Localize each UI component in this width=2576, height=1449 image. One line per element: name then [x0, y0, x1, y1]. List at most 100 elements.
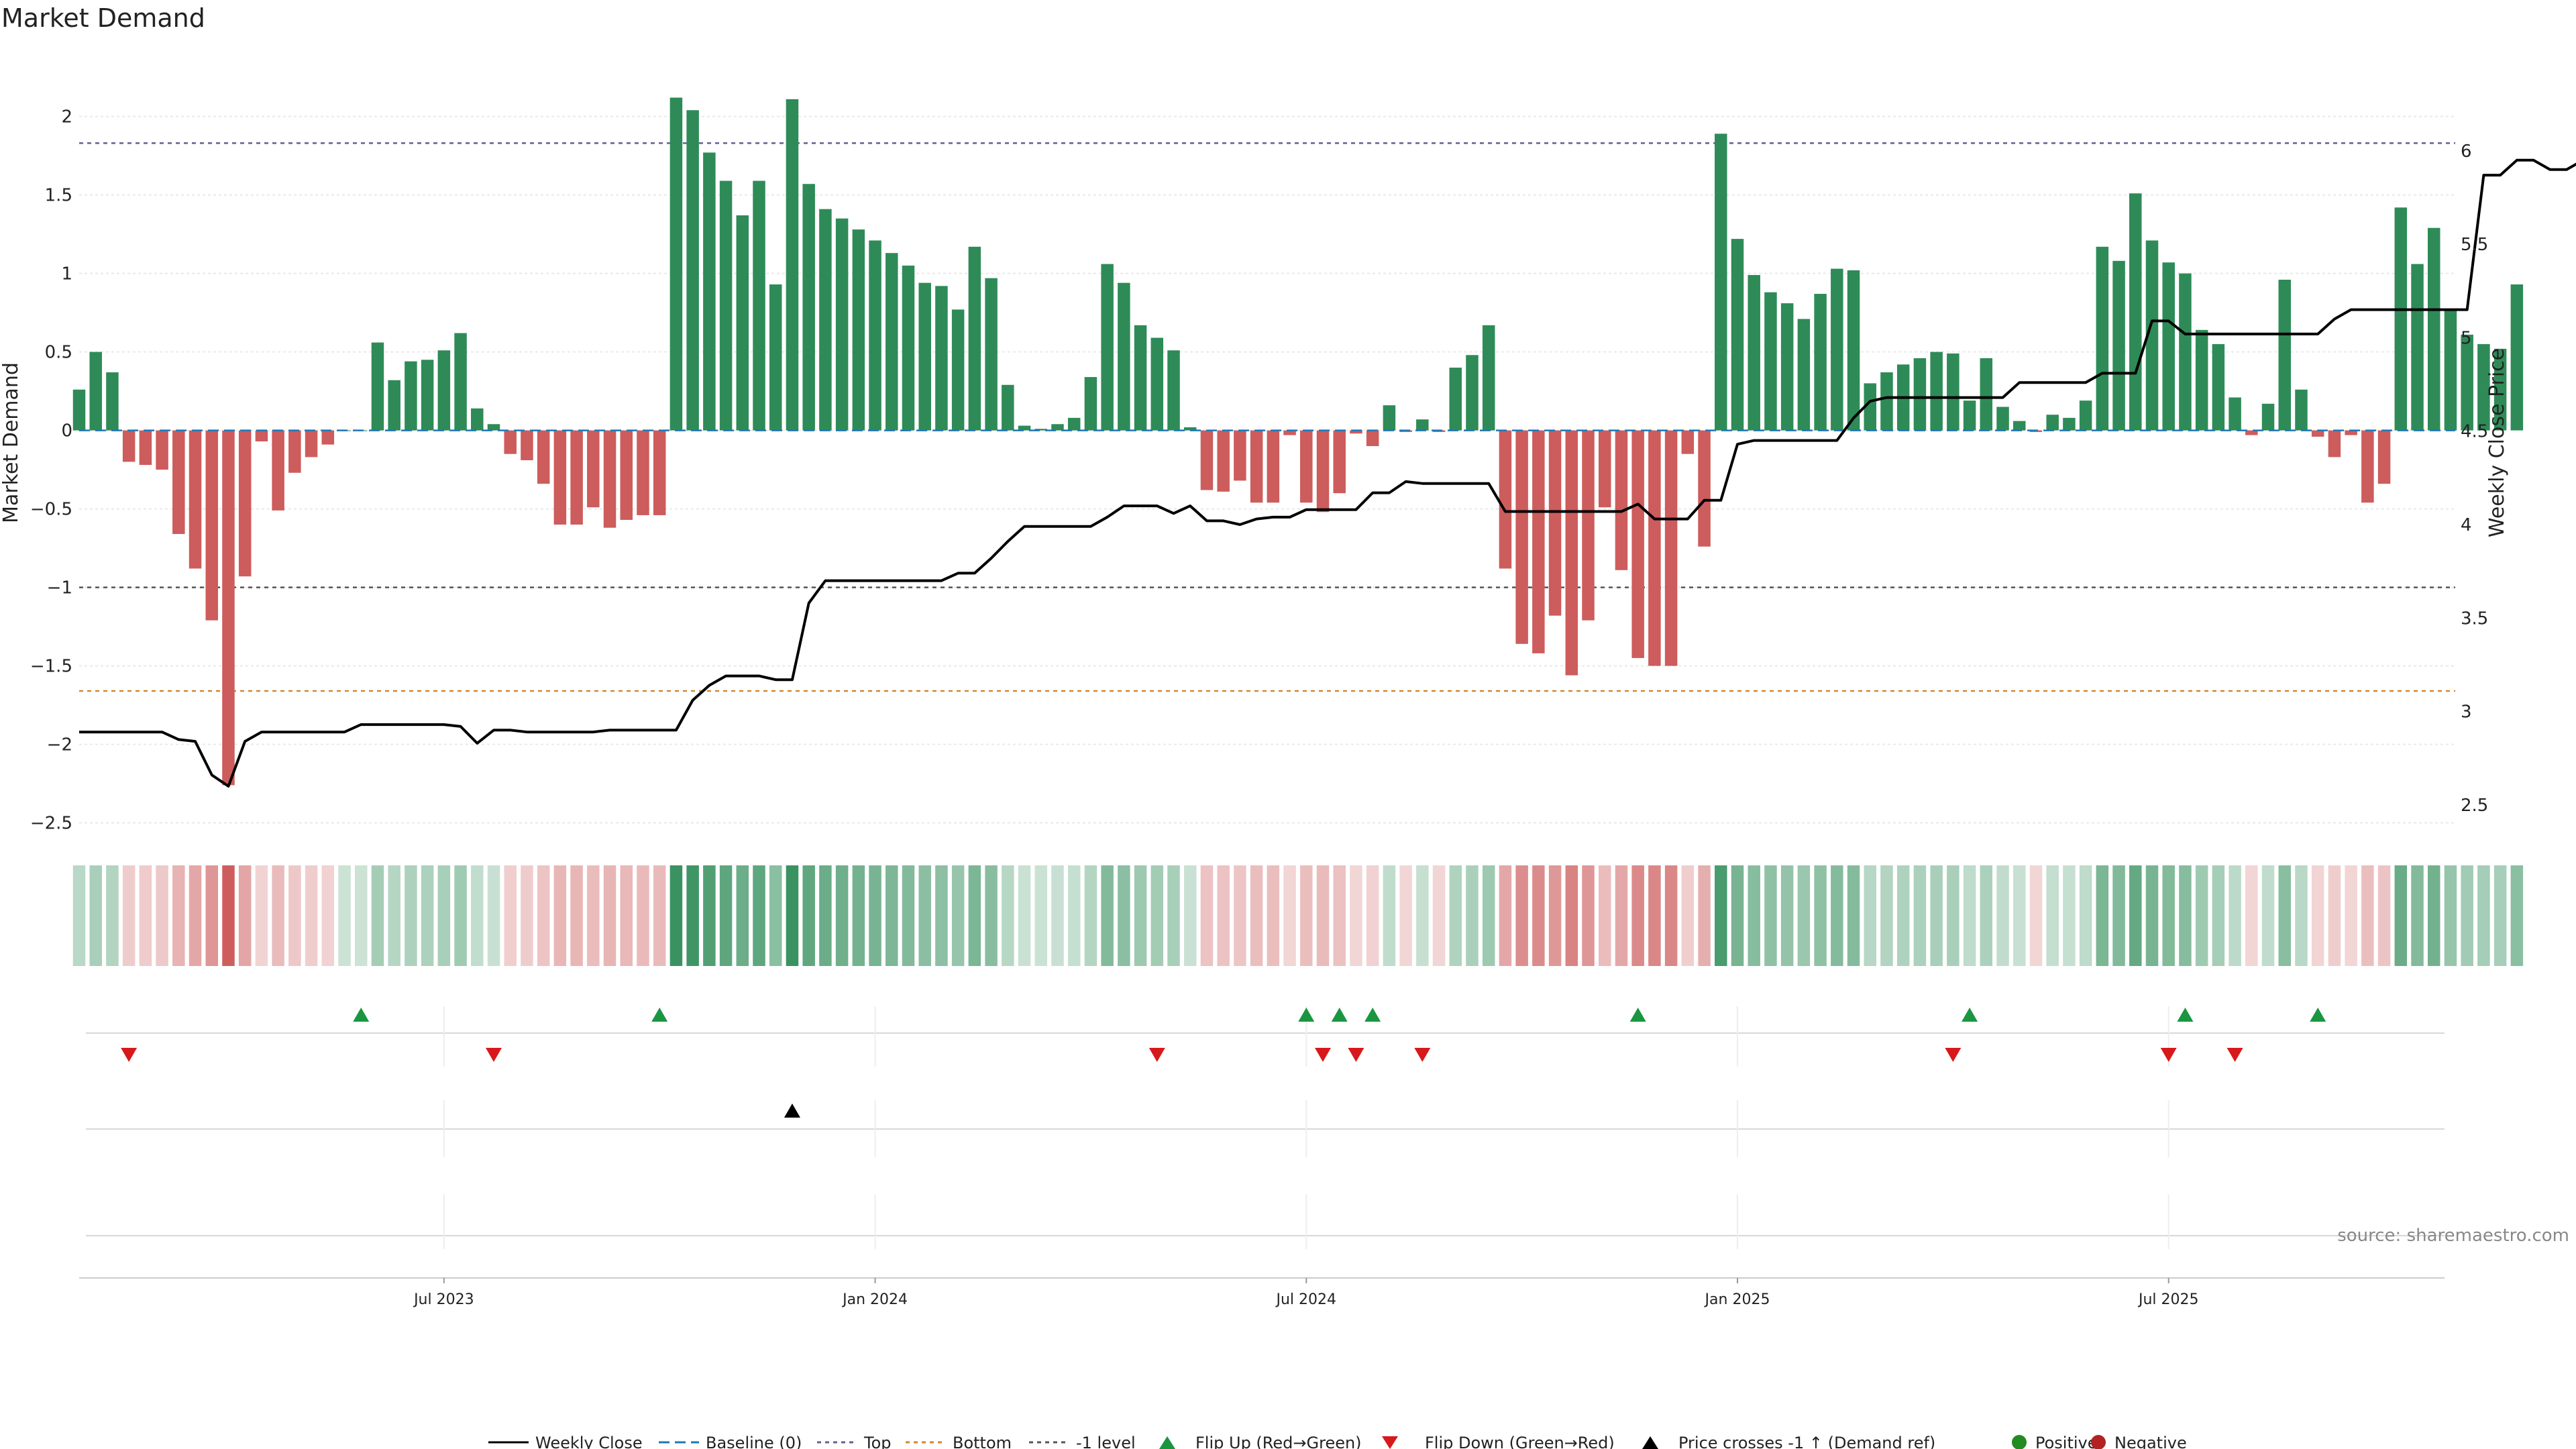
legend: Weekly Close Baseline (0) Top Bottom -1 …: [488, 1434, 2187, 1449]
demand-bar: [1118, 282, 1130, 431]
demand-bar: [405, 361, 417, 431]
demand-bar: [2112, 260, 2125, 431]
heat-cell: [2444, 865, 2457, 966]
left-axis: 2 1.5 1 0.5 0 −0.5 −1 −1.5 −2 −2.5: [30, 107, 72, 834]
demand-bar: [1366, 430, 1379, 446]
demand-bar: [719, 180, 733, 431]
date-axis: Jul 2023 Jan 2024 Jul 2024 Jan 2025 Jul 2025: [413, 1278, 2198, 1308]
demand-bar: [1548, 430, 1562, 616]
heat-cell: [1615, 865, 1628, 966]
y-tick-label: 0: [61, 421, 72, 441]
event-panels: [79, 1006, 2445, 1279]
demand-bar: [1183, 427, 1197, 431]
heat-cell: [2477, 865, 2490, 966]
heat-cell: [1631, 865, 1644, 966]
price-line-layer: [79, 158, 2576, 788]
demand-bar: [885, 253, 898, 431]
flip-up-marker: [353, 1008, 370, 1022]
demand-heat-strip: [72, 865, 2524, 966]
demand-bar: [1449, 368, 1462, 431]
flip-up-marker: [1331, 1008, 1348, 1022]
heat-cell: [2179, 865, 2192, 966]
heat-cell: [156, 865, 168, 966]
demand-bar: [106, 372, 119, 431]
demand-bar: [238, 430, 252, 577]
heat-cell: [2046, 865, 2059, 966]
date-tick-label: Jul 2025: [2137, 1291, 2199, 1308]
demand-bar: [2328, 430, 2341, 458]
heat-cell: [620, 865, 633, 966]
demand-bar: [703, 152, 716, 431]
demand-bar: [2345, 430, 2357, 435]
heat-cell: [1217, 865, 1230, 966]
heat-cell: [603, 865, 616, 966]
demand-bar: [2461, 334, 2473, 431]
flip-up-marker: [2177, 1008, 2194, 1022]
demand-bar: [902, 265, 915, 431]
flip-down-marker: [121, 1048, 138, 1062]
heat-cell: [786, 865, 799, 966]
demand-bar: [769, 284, 782, 431]
demand-bar: [1200, 430, 1214, 490]
heat-cell: [1681, 865, 1695, 966]
heat-cell: [1383, 865, 1396, 966]
heat-cell: [1648, 865, 1661, 966]
legend-baseline: Baseline (0): [659, 1434, 802, 1449]
demand-bar: [1598, 430, 1611, 508]
svg-text:Top: Top: [863, 1434, 892, 1449]
y-tick-label: 1.5: [45, 186, 72, 206]
heat-cell: [1947, 865, 1960, 966]
heat-cell: [2012, 865, 2026, 966]
demand-bar: [2444, 309, 2457, 431]
demand-bar: [1466, 355, 1479, 431]
heat-cell: [172, 865, 185, 966]
demand-bar: [1698, 430, 1711, 547]
demand-bar: [288, 430, 301, 473]
demand-bar: [1515, 430, 1528, 644]
heat-cell: [1930, 865, 1943, 966]
demand-bar: [471, 408, 484, 431]
heat-cell: [1183, 865, 1197, 966]
heat-cell: [504, 865, 517, 966]
demand-bar: [1715, 133, 1727, 431]
demand-bar: [1316, 430, 1330, 513]
heat-cell: [2328, 865, 2341, 966]
heat-cell: [238, 865, 252, 966]
y-tick-label: 1: [61, 264, 72, 284]
heat-cell: [1913, 865, 1927, 966]
y2-axis-title: Weekly Close Price: [2485, 348, 2509, 537]
heat-cell: [2245, 865, 2258, 966]
demand-bar: [2411, 264, 2424, 431]
demand-bar: [2377, 430, 2391, 484]
heat-cell: [222, 865, 235, 966]
heat-cell: [2461, 865, 2473, 966]
heat-cell: [1018, 865, 1031, 966]
heat-cell: [2295, 865, 2308, 966]
demand-bar: [1532, 430, 1545, 653]
heat-cell: [471, 865, 484, 966]
demand-bar: [2261, 403, 2275, 431]
heat-cell: [753, 865, 765, 966]
demand-bar: [1283, 430, 1296, 435]
flip-up-marker: [1298, 1008, 1315, 1022]
heat-cell: [1565, 865, 1578, 966]
heat-cell: [2029, 865, 2043, 966]
demand-bar: [852, 229, 865, 431]
demand-bar: [371, 342, 384, 431]
flip-down-marker: [486, 1048, 502, 1062]
heat-cell: [2345, 865, 2357, 966]
heat-cell: [2079, 865, 2092, 966]
heat-cell: [1548, 865, 1562, 966]
heat-cell: [537, 865, 550, 966]
date-tick-label: Jan 2024: [841, 1291, 908, 1308]
heat-cell: [1300, 865, 1313, 966]
demand-bar: [1963, 400, 1976, 431]
heat-cell: [2493, 865, 2507, 966]
heat-cell: [1797, 865, 1811, 966]
demand-bar: [2229, 397, 2241, 431]
heat-cell: [1598, 865, 1611, 966]
y-tick-label: −1: [47, 578, 72, 598]
demand-bar: [421, 360, 434, 431]
demand-bar: [869, 240, 881, 431]
